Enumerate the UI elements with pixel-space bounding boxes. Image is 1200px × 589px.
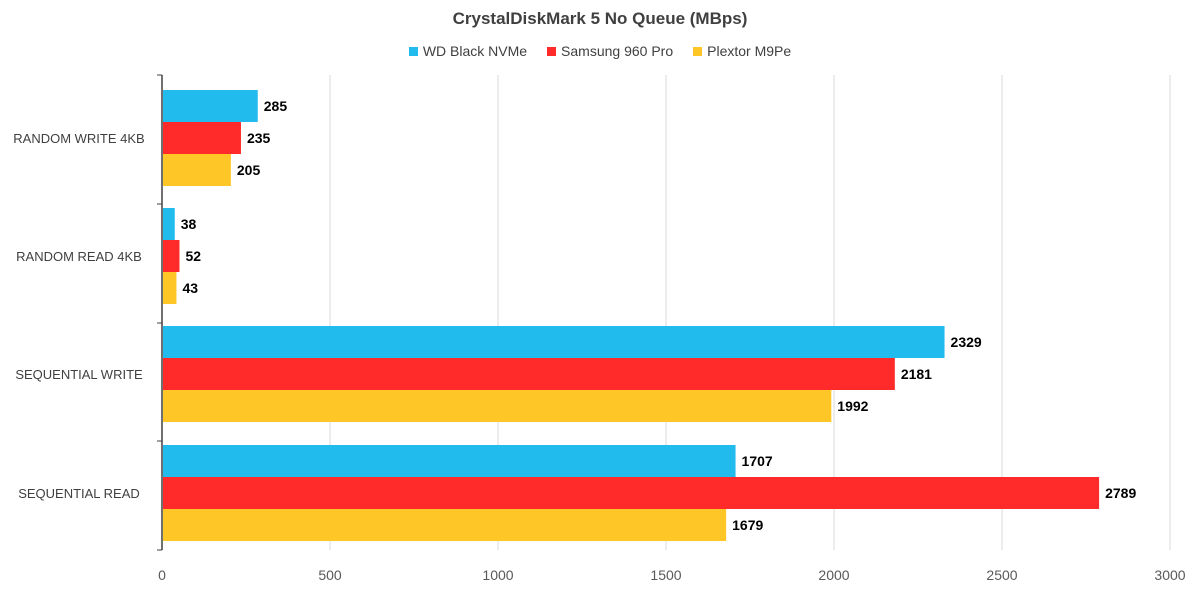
bar: [163, 326, 945, 358]
bar: [163, 272, 177, 304]
data-label: 2181: [901, 366, 932, 382]
legend-swatch: [693, 46, 703, 56]
bar: [163, 154, 231, 186]
bar: [163, 90, 258, 122]
data-label: 2789: [1105, 485, 1136, 501]
category-label: RANDOM WRITE 4KB: [13, 131, 144, 146]
x-tick-label: 1000: [482, 567, 513, 583]
bar: [163, 445, 736, 477]
legend-item: WD Black NVMe: [408, 43, 528, 59]
data-label: 205: [237, 162, 261, 178]
x-tick-label: 2000: [818, 567, 849, 583]
bar: [163, 208, 175, 240]
data-label: 1992: [837, 398, 868, 414]
data-label: 52: [185, 248, 201, 264]
legend-label: Samsung 960 Pro: [561, 43, 674, 59]
legend-swatch: [408, 46, 418, 56]
data-label: 43: [182, 280, 198, 296]
x-tick-label: 2500: [986, 567, 1017, 583]
bar: [163, 240, 180, 272]
data-label: 1679: [732, 517, 763, 533]
bar: [163, 509, 727, 541]
chart-title: CrystalDiskMark 5 No Queue (MBps): [452, 9, 748, 28]
bar: [163, 122, 241, 154]
data-label: 235: [247, 130, 271, 146]
legend-item: Samsung 960 Pro: [547, 43, 673, 59]
category-label: SEQUENTIAL WRITE: [15, 367, 143, 382]
legend-swatch: [547, 46, 557, 56]
data-label: 2329: [951, 334, 982, 350]
x-tick-label: 500: [318, 567, 342, 583]
x-tick-label: 3000: [1154, 567, 1185, 583]
legend-label: Plextor M9Pe: [707, 43, 792, 59]
data-label: 285: [264, 98, 288, 114]
data-label: 38: [181, 216, 197, 232]
category-label: SEQUENTIAL READ: [18, 486, 140, 501]
x-tick-label: 0: [158, 567, 166, 583]
legend-item: Plextor M9Pe: [693, 43, 791, 59]
legend-label: WD Black NVMe: [422, 43, 528, 59]
x-tick-label: 1500: [650, 567, 681, 583]
category-label: RANDOM READ 4KB: [16, 249, 142, 264]
data-label: 1707: [742, 453, 773, 469]
bar: [163, 358, 895, 390]
bar: [163, 390, 832, 422]
chart-legend: WD Black NVMe Samsung 960 Pro Plextor M9Pe: [0, 43, 1200, 59]
bar: [163, 477, 1100, 509]
